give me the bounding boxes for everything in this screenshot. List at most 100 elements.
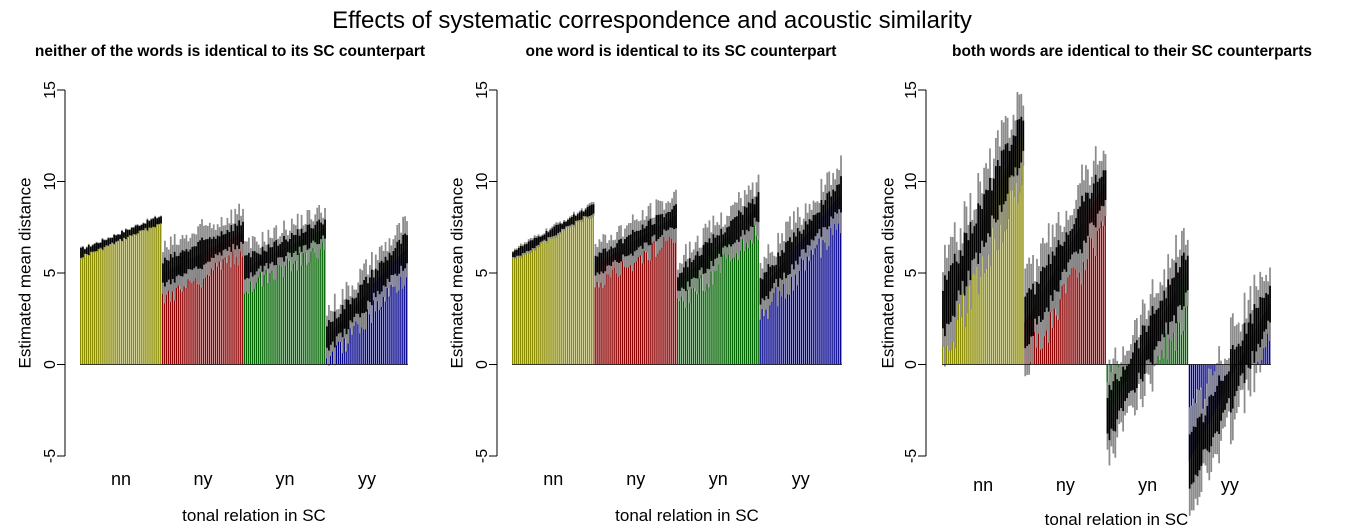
bar — [220, 243, 222, 365]
bar — [203, 252, 205, 365]
bar — [643, 235, 645, 365]
bar — [382, 273, 384, 365]
y-tick-label: 15 — [474, 81, 491, 99]
bar — [169, 269, 172, 365]
bar — [91, 248, 94, 365]
bar — [600, 262, 602, 365]
bar — [208, 249, 211, 365]
bar — [678, 282, 681, 365]
x-category-label: yn — [1138, 475, 1157, 495]
bar — [232, 237, 234, 365]
bar — [796, 246, 799, 365]
bar — [374, 282, 377, 365]
bar — [680, 280, 683, 365]
bar — [1267, 307, 1269, 365]
bar — [957, 276, 960, 365]
bar — [771, 276, 773, 365]
bar — [113, 239, 115, 365]
bar — [804, 237, 807, 365]
bar — [641, 236, 644, 365]
bar — [1081, 224, 1083, 365]
bar — [578, 216, 581, 365]
x-category-label: yy — [1221, 475, 1239, 495]
bar — [620, 250, 622, 365]
bar — [1084, 217, 1087, 365]
bar — [663, 223, 665, 365]
bar — [109, 241, 111, 365]
bar — [979, 229, 981, 365]
bar — [1055, 269, 1057, 365]
bar — [1204, 364, 1206, 433]
bar — [294, 243, 297, 365]
bar — [320, 230, 322, 365]
bar — [390, 265, 392, 365]
bar — [822, 215, 824, 365]
bar — [637, 239, 640, 365]
bar — [318, 231, 320, 365]
bar — [763, 286, 765, 365]
bar — [1059, 262, 1061, 365]
bar — [134, 230, 137, 365]
bar — [651, 230, 653, 365]
bar — [961, 268, 963, 365]
bar — [181, 263, 183, 365]
bar — [977, 233, 979, 365]
bar — [259, 260, 261, 365]
bar — [513, 253, 516, 365]
bar — [140, 227, 142, 365]
bar-group-yy — [1188, 267, 1271, 516]
bar — [363, 296, 365, 365]
bar — [696, 264, 699, 365]
bar — [171, 268, 174, 365]
bar — [1094, 201, 1097, 365]
bar-group-yn — [244, 205, 326, 365]
bar — [187, 260, 189, 365]
bar — [798, 243, 801, 365]
bar — [160, 219, 162, 365]
chart-panel-2: one word is identical to its SC counterp… — [447, 43, 842, 525]
bar — [361, 298, 363, 365]
bar — [682, 278, 685, 365]
bar — [271, 254, 273, 365]
bar — [559, 227, 561, 365]
bar — [787, 257, 789, 365]
panel-title: neither of the words is identical to its… — [35, 43, 425, 60]
bar — [527, 246, 530, 365]
bar — [622, 248, 624, 365]
bar-group-yy — [326, 216, 408, 366]
bar — [388, 267, 390, 365]
bar — [594, 265, 596, 365]
bar — [1053, 272, 1055, 365]
bar — [521, 249, 524, 365]
y-tick-label: 0 — [903, 360, 920, 369]
bar — [541, 238, 543, 365]
bar — [173, 267, 176, 365]
bar — [1065, 252, 1067, 365]
bar — [635, 240, 638, 365]
bar — [1010, 160, 1012, 365]
bar — [673, 217, 675, 365]
bar — [162, 273, 164, 365]
bar — [238, 234, 240, 365]
bar — [572, 219, 575, 365]
bar — [765, 283, 767, 365]
bar — [720, 242, 722, 365]
bar — [404, 250, 406, 365]
y-tick-label: 0 — [474, 360, 491, 369]
bar — [543, 237, 545, 365]
bar — [1061, 258, 1063, 365]
bar — [840, 194, 842, 365]
bar — [199, 254, 201, 365]
bar — [767, 281, 769, 365]
y-axis-label: Estimated mean distance — [878, 178, 897, 369]
bar — [653, 229, 655, 365]
bar — [306, 237, 308, 365]
bar — [830, 206, 832, 365]
bar — [971, 246, 973, 365]
bar — [81, 252, 84, 365]
bar — [103, 243, 105, 365]
bar — [247, 265, 250, 365]
bar — [616, 252, 618, 365]
bar — [686, 274, 689, 365]
